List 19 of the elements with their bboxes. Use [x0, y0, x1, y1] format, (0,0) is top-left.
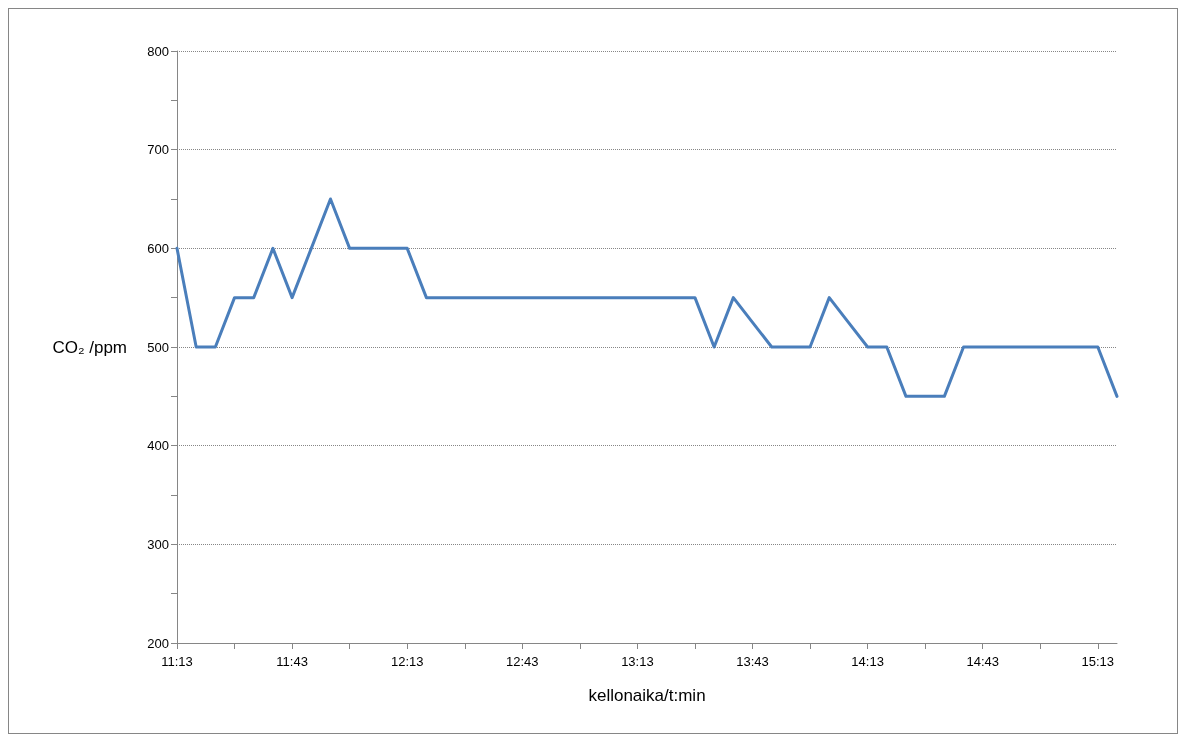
x-axis-title: kellonaika/t:min [588, 686, 706, 705]
x-tick-label: 11:13 [161, 654, 193, 669]
line-series [175, 197, 1119, 398]
y-axis-title: CO₂ /ppm [52, 337, 127, 357]
y-tick-label: 800 [147, 43, 169, 59]
y-tick-label: 700 [147, 142, 169, 158]
x-tick-label: 13:43 [736, 654, 769, 669]
y-tick-label: 600 [147, 240, 169, 256]
x-tick-label: 13:13 [621, 654, 654, 669]
y-tick-label: 300 [147, 536, 169, 552]
x-tick-label: 11:43 [276, 654, 308, 669]
x-tick-label: 14:13 [851, 654, 884, 669]
x-tick-label: 12:13 [390, 654, 424, 669]
y-tick-label: 400 [147, 438, 169, 454]
x-tick-label: 15:13 [1081, 654, 1115, 669]
x-tick-label: 12:43 [506, 654, 539, 669]
y-tick-label: 500 [147, 339, 169, 355]
x-tick-label: 14:43 [966, 654, 999, 669]
y-tick-label: 200 [147, 635, 169, 651]
